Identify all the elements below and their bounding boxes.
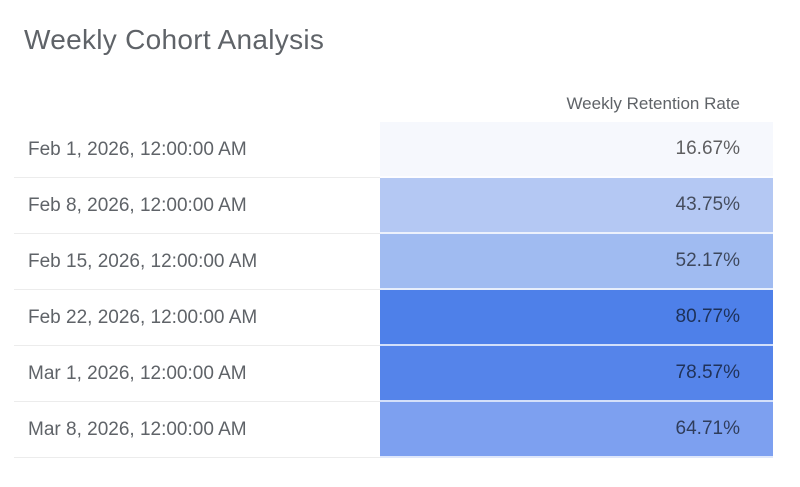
- table-row[interactable]: Mar 8, 2026, 12:00:00 AM 64.71%: [14, 402, 773, 458]
- metric-column-header[interactable]: Weekly Retention Rate: [566, 94, 740, 113]
- retention-value-cell[interactable]: 16.67%: [380, 122, 773, 178]
- cohort-cell[interactable]: Feb 8, 2026, 12:00:00 AM: [14, 178, 380, 234]
- table-header-row: Weekly Retention Rate: [14, 86, 773, 122]
- cohort-cell[interactable]: Mar 1, 2026, 12:00:00 AM: [14, 346, 380, 402]
- retention-value-cell[interactable]: 52.17%: [380, 234, 773, 290]
- table-row[interactable]: Mar 1, 2026, 12:00:00 AM 78.57%: [14, 346, 773, 402]
- retention-value-cell[interactable]: 64.71%: [380, 402, 773, 458]
- page-title: Weekly Cohort Analysis: [24, 24, 325, 55]
- cohort-cell[interactable]: Mar 8, 2026, 12:00:00 AM: [14, 402, 380, 458]
- cohort-table: Weekly Retention Rate Feb 1, 2026, 12:00…: [14, 86, 773, 458]
- retention-value-cell[interactable]: 43.75%: [380, 178, 773, 234]
- table-row[interactable]: Feb 1, 2026, 12:00:00 AM 16.67%: [14, 122, 773, 178]
- cohort-cell[interactable]: Feb 15, 2026, 12:00:00 AM: [14, 234, 380, 290]
- retention-value-cell[interactable]: 80.77%: [380, 290, 773, 346]
- table-row[interactable]: Feb 22, 2026, 12:00:00 AM 80.77%: [14, 290, 773, 346]
- table-row[interactable]: Feb 8, 2026, 12:00:00 AM 43.75%: [14, 178, 773, 234]
- cohort-cell[interactable]: Feb 1, 2026, 12:00:00 AM: [14, 122, 380, 178]
- retention-value-cell[interactable]: 78.57%: [380, 346, 773, 402]
- cohort-cell[interactable]: Feb 22, 2026, 12:00:00 AM: [14, 290, 380, 346]
- table-row[interactable]: Feb 15, 2026, 12:00:00 AM 52.17%: [14, 234, 773, 290]
